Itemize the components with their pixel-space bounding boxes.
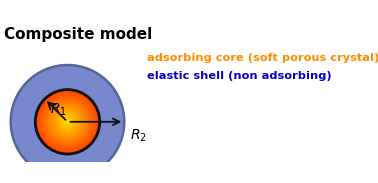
Text: adsorbing core (soft porous crystal): adsorbing core (soft porous crystal) [147, 53, 378, 63]
Circle shape [63, 117, 72, 127]
Circle shape [60, 114, 75, 129]
Circle shape [41, 95, 94, 149]
Circle shape [58, 113, 77, 131]
Circle shape [43, 97, 92, 147]
Circle shape [67, 121, 68, 122]
Circle shape [55, 109, 80, 134]
Circle shape [39, 93, 96, 150]
Circle shape [37, 92, 98, 152]
Circle shape [38, 92, 97, 151]
Text: elastic shell (non adsorbing): elastic shell (non adsorbing) [147, 71, 332, 81]
Circle shape [64, 119, 71, 125]
Circle shape [48, 102, 87, 142]
Circle shape [67, 121, 68, 123]
Circle shape [56, 110, 79, 134]
Circle shape [57, 111, 78, 132]
Circle shape [51, 106, 84, 138]
Circle shape [62, 116, 73, 127]
Circle shape [50, 105, 85, 139]
Circle shape [42, 97, 93, 147]
Circle shape [61, 115, 74, 128]
Circle shape [54, 109, 81, 135]
Circle shape [46, 100, 89, 143]
Circle shape [40, 94, 95, 149]
Circle shape [52, 106, 83, 137]
Circle shape [56, 111, 79, 133]
Circle shape [36, 91, 99, 153]
Text: $R_1$: $R_1$ [50, 102, 67, 118]
Circle shape [53, 107, 82, 136]
Circle shape [62, 116, 73, 128]
Circle shape [41, 96, 94, 148]
Text: Composite model: Composite model [4, 27, 152, 42]
Circle shape [43, 98, 91, 146]
Circle shape [50, 104, 85, 139]
Circle shape [65, 120, 70, 124]
Circle shape [45, 100, 90, 144]
Circle shape [49, 103, 86, 141]
Circle shape [37, 91, 98, 152]
Circle shape [58, 112, 77, 131]
Circle shape [54, 108, 81, 136]
Circle shape [57, 112, 78, 132]
Circle shape [11, 65, 124, 179]
Circle shape [66, 120, 69, 123]
Circle shape [60, 115, 74, 129]
Circle shape [59, 113, 76, 130]
Circle shape [39, 93, 96, 151]
Circle shape [64, 118, 71, 126]
Circle shape [40, 94, 95, 150]
Circle shape [44, 99, 91, 145]
Circle shape [42, 96, 93, 147]
Circle shape [51, 105, 84, 138]
Circle shape [54, 108, 81, 135]
Circle shape [59, 114, 76, 130]
Circle shape [45, 99, 90, 144]
Circle shape [47, 101, 88, 142]
Circle shape [63, 117, 72, 126]
Circle shape [46, 101, 88, 143]
Circle shape [53, 107, 82, 137]
Circle shape [44, 98, 91, 145]
Circle shape [35, 90, 100, 154]
Circle shape [65, 119, 70, 124]
Circle shape [48, 102, 87, 141]
Circle shape [36, 90, 99, 154]
Text: $R_2$: $R_2$ [130, 128, 147, 144]
Circle shape [49, 104, 86, 140]
